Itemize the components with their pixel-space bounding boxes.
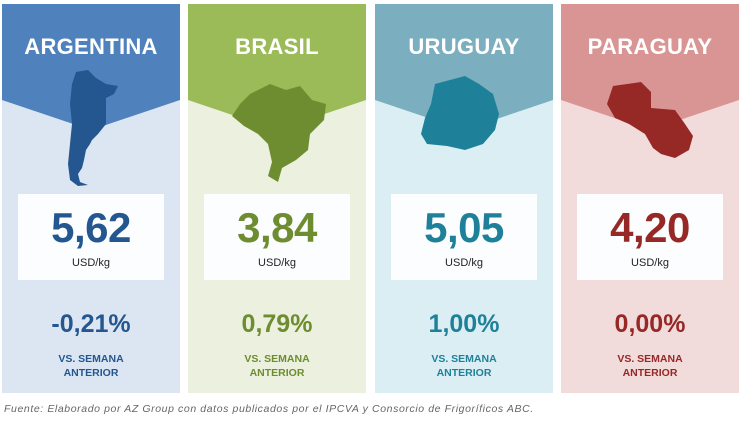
country-card-uruguay: URUGUAY 5,05 USD/kg 1,00% VS. SEMANA ANTE… <box>375 4 553 393</box>
price-unit: USD/kg <box>72 257 110 269</box>
price-value: 3,84 <box>237 204 317 251</box>
country-map-icon <box>607 82 693 158</box>
weekly-change: 0,00% <box>614 310 686 338</box>
country-card-argentina: ARGENTINA 5,62 USD/kg -0,21% VS. SEMANA A… <box>2 4 180 393</box>
country-card-brasil: BRASIL 3,84 USD/kg 0,79% VS. SEMANA ANTER… <box>188 4 366 393</box>
country-name: BRASIL <box>235 34 319 59</box>
change-label: VS. SEMANA ANTERIOR <box>431 353 497 379</box>
weekly-change: 1,00% <box>428 310 500 338</box>
country-name: URUGUAY <box>408 34 520 59</box>
country-map-icon <box>232 84 326 182</box>
price-unit: USD/kg <box>445 257 483 269</box>
country-name: PARAGUAY <box>587 34 713 59</box>
country-map-icon <box>421 76 499 150</box>
change-label: VS. SEMANA ANTERIOR <box>244 353 310 379</box>
price-value: 5,05 <box>424 204 504 251</box>
country-map-icon <box>68 70 118 186</box>
price-value: 5,62 <box>51 204 131 251</box>
change-label: VS. SEMANA ANTERIOR <box>58 353 124 379</box>
country-name: ARGENTINA <box>24 34 158 59</box>
price-box: 3,84 USD/kg <box>204 194 350 280</box>
source-note: Fuente: Elaborado por AZ Group con datos… <box>4 403 534 415</box>
price-box: 5,05 USD/kg <box>391 194 537 280</box>
price-box: 5,62 USD/kg <box>18 194 164 280</box>
price-value: 4,20 <box>610 204 690 251</box>
weekly-change: 0,79% <box>241 310 313 338</box>
weekly-change: -0,21% <box>51 310 131 338</box>
country-card-paraguay: PARAGUAY 4,20 USD/kg 0,00% VS. SEMANA ANT… <box>561 4 739 393</box>
price-unit: USD/kg <box>258 257 296 269</box>
change-label: VS. SEMANA ANTERIOR <box>617 353 683 379</box>
price-unit: USD/kg <box>631 257 669 269</box>
price-box: 4,20 USD/kg <box>577 194 723 280</box>
